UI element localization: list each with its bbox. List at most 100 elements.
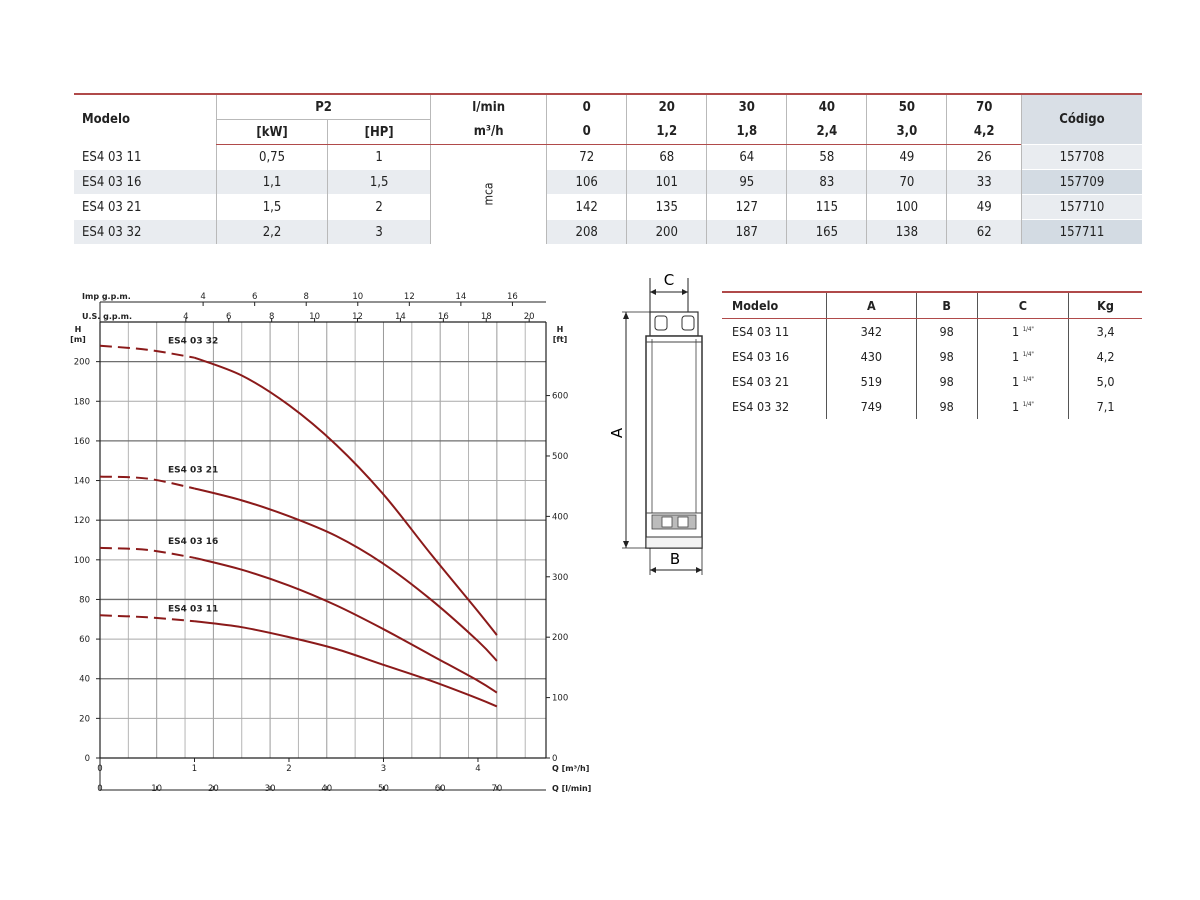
series-label: ES4 03 16	[168, 537, 218, 547]
x2-tick-label: 30	[265, 784, 276, 794]
flow-lmin-header: 70	[946, 93, 1022, 120]
model-cell: ES4 03 32	[74, 219, 217, 244]
y2-axis-label-unit: [ft]	[553, 335, 568, 344]
dim-c-whole: 1	[1011, 399, 1020, 414]
us-gpm-tick-label: 6	[226, 312, 231, 322]
head-cell: 33	[946, 169, 1022, 195]
curve-dashed-segment	[99, 344, 195, 359]
x-tick-label: 3	[381, 764, 386, 774]
chart-labels: 0204060801001201401601802000100200300400…	[70, 292, 591, 794]
dim-model-cell: ES4 03 11	[732, 324, 790, 339]
head-cell: 83	[786, 169, 867, 195]
table-row: ES4 03 32 749 98 1 1/4" 7,1	[722, 394, 1142, 419]
p2-header: P2	[215, 93, 431, 120]
head-cell: 135	[626, 194, 707, 220]
imp-gpm-tick-label: 10	[352, 292, 363, 302]
y-tick-label: 120	[74, 516, 90, 526]
m3h-header: m³/h	[430, 119, 547, 145]
dimension-a-label: A	[608, 427, 626, 438]
curve-dashed-segment	[99, 546, 195, 559]
dim-c-whole: 1	[1011, 349, 1020, 364]
dimensions-table: Modelo A B C Kg ES4 03 11 342 98 1 1/4" …	[722, 291, 1142, 419]
dim-kg-cell: 5,0	[1068, 369, 1142, 394]
y-tick-label: 200	[74, 358, 90, 368]
dim-model-cell: ES4 03 16	[732, 349, 790, 364]
dim-c-fraction: 1/4"	[1022, 325, 1034, 333]
x2-tick-label: 60	[435, 784, 446, 794]
y-tick-label: 0	[85, 754, 90, 764]
flow-m3h-header: 0	[546, 119, 627, 145]
x-axis-label: Q [m³/h]	[552, 764, 589, 773]
dim-c-fraction: 1/4"	[1022, 350, 1034, 358]
curve-es4-03-21	[194, 487, 498, 662]
y-tick-label: 180	[74, 397, 90, 407]
curve-es4-03-11	[194, 620, 498, 708]
kw-header: [kW]	[215, 119, 328, 145]
y-tick-label: 60	[79, 635, 90, 645]
flow-m3h-header: 1,2	[626, 119, 707, 145]
x-tick-label: 0	[97, 764, 102, 774]
dim-c-cell: 1 1/4"	[976, 344, 1069, 369]
y-tick-label: 160	[74, 437, 90, 447]
head-cell: 101	[626, 169, 707, 195]
dim-c-header: C	[976, 291, 1069, 319]
y2-tick-label: 500	[552, 452, 568, 462]
y2-tick-label: 200	[552, 633, 568, 643]
y-tick-label: 20	[79, 714, 90, 724]
dim-kg-cell: 3,4	[1068, 318, 1142, 344]
head-cell: 58	[786, 144, 867, 170]
dim-c-fraction: 1/4"	[1022, 400, 1034, 408]
dim-a-header: A	[826, 291, 917, 319]
table-row: ES4 03 16 430 98 1 1/4" 4,2	[722, 344, 1142, 369]
us-gpm-tick-label: 18	[481, 312, 492, 322]
kw-cell: 1,5	[215, 194, 328, 220]
head-cell: 200	[626, 219, 707, 244]
head-cell: 127	[706, 194, 787, 220]
us-gpm-tick-label: 8	[269, 312, 274, 322]
y2-tick-label: 100	[552, 694, 568, 704]
table-row: ES4 03 21 519 98 1 1/4" 5,0	[722, 369, 1142, 394]
imp-gpm-tick-label: 12	[404, 292, 415, 302]
lmin-header: l/min	[430, 93, 547, 120]
x-tick-label: 1	[192, 764, 197, 774]
head-cell: 165	[786, 219, 867, 244]
hp-cell: 3	[327, 219, 431, 244]
dim-kg-header: Kg	[1068, 291, 1142, 319]
dim-c-cell: 1 1/4"	[976, 369, 1069, 394]
us-gpm-tick-label: 12	[352, 312, 363, 322]
y2-tick-label: 400	[552, 512, 568, 522]
dim-c-whole: 1	[1011, 324, 1020, 339]
y2-tick-label: 300	[552, 573, 568, 583]
dim-b-cell: 98	[915, 344, 978, 369]
dim-b-header: B	[915, 291, 978, 319]
us-gpm-tick-label: 14	[395, 312, 406, 322]
dimension-c-label: C	[664, 271, 674, 289]
x2-axis-label: Q [l/min]	[552, 784, 591, 793]
x-tick-label: 4	[475, 764, 480, 774]
dim-a-cell: 749	[826, 394, 917, 419]
head-cell: 100	[866, 194, 947, 220]
flow-lmin-header: 20	[626, 93, 707, 120]
model-header: Modelo	[74, 93, 217, 145]
dim-b-cell: 98	[915, 318, 978, 344]
dim-c-fraction: 1/4"	[1022, 375, 1034, 383]
head-cell: 26	[946, 144, 1022, 170]
us-gpm-tick-label: 20	[524, 312, 535, 322]
x2-tick-label: 40	[321, 784, 332, 794]
y2-tick-label: 600	[552, 392, 568, 402]
performance-table: Modelo P2 l/min 0 20 30 40 50 70 Código …	[74, 93, 1142, 244]
dim-kg-cell: 4,2	[1068, 344, 1142, 369]
model-cell: ES4 03 11	[74, 144, 217, 170]
chart-axes	[96, 301, 550, 791]
hp-cell: 2	[327, 194, 431, 220]
code-header: Código	[1021, 93, 1142, 145]
us-gpm-tick-label: 16	[438, 312, 449, 322]
chart-curves	[99, 344, 498, 708]
us-gpm-tick-label: 4	[183, 312, 188, 322]
flow-lmin-header: 40	[786, 93, 867, 120]
flow-m3h-header: 4,2	[946, 119, 1022, 145]
head-cell: 138	[866, 219, 947, 244]
x2-tick-label: 70	[491, 784, 502, 794]
flow-m3h-header: 1,8	[706, 119, 787, 145]
kw-cell: 1,1	[215, 169, 328, 195]
